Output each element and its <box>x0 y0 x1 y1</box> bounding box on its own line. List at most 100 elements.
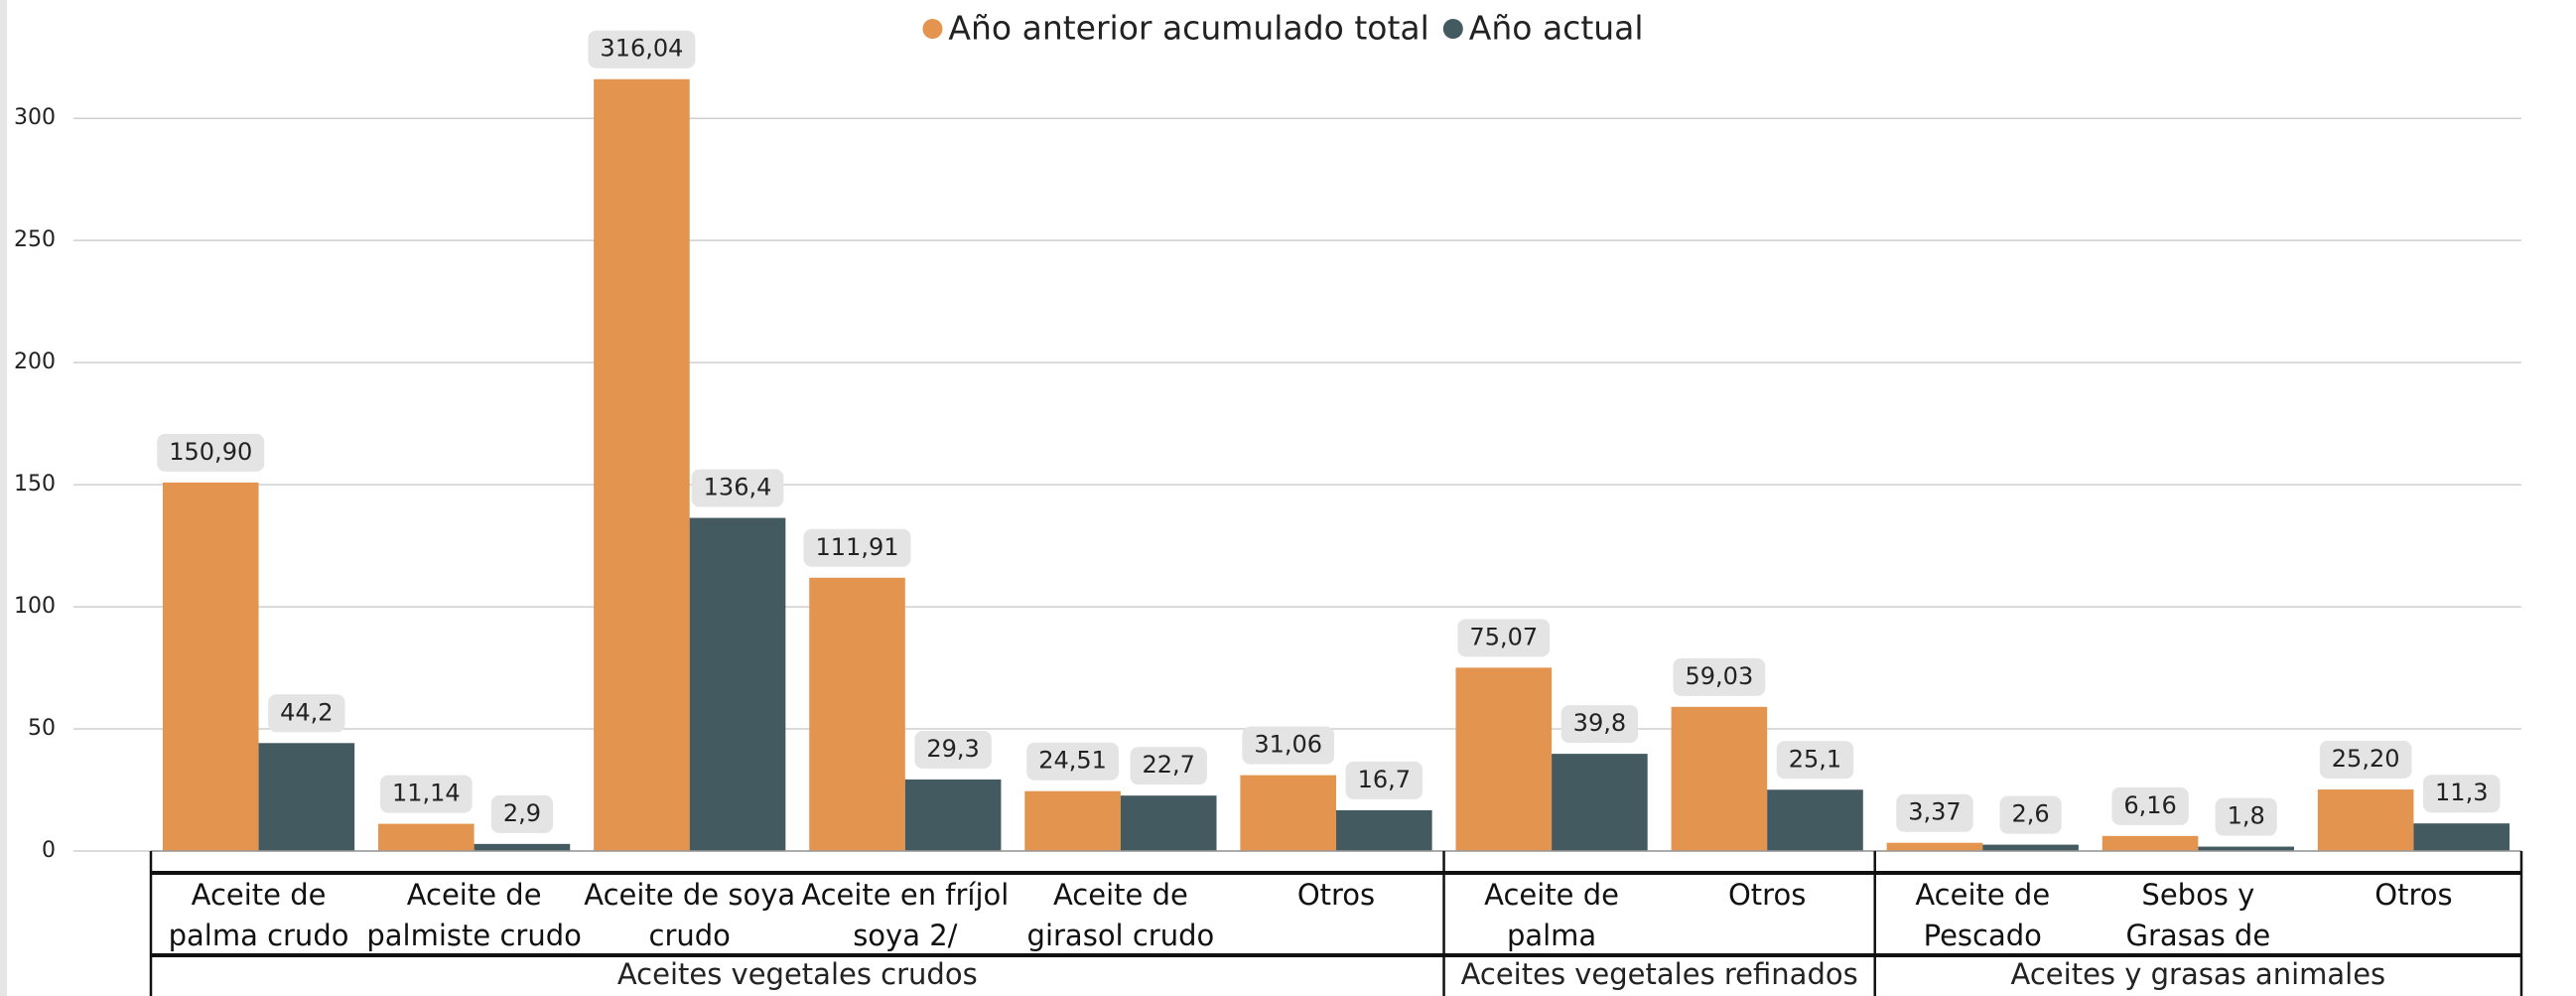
value-label-bg <box>2319 741 2412 780</box>
bar <box>162 482 259 851</box>
x-tick-label: Aceite de girasol crudo <box>1026 878 1215 952</box>
group-label: Aceites vegetales refinados <box>1461 957 1858 991</box>
value-label-bg <box>1896 793 1973 832</box>
value-label-bg <box>268 694 345 733</box>
value-label-bg <box>1999 795 2062 834</box>
value-label-text: 3,37 <box>1908 798 1961 826</box>
value-label: 25,1 <box>1776 741 1854 780</box>
value-label: 39,8 <box>1560 705 1639 744</box>
value-label: 25,20 <box>2319 741 2412 780</box>
x-tick-label: Aceite de Pescado <box>1915 878 2051 952</box>
value-label-text: 16,7 <box>1358 766 1411 793</box>
value-label-text: 59,03 <box>1686 662 1754 690</box>
bar <box>1982 844 2079 851</box>
y-tick-label: 200 <box>14 350 56 374</box>
legend-swatch <box>922 19 943 39</box>
value-label-text: 136,4 <box>704 474 772 501</box>
value-label: 136,4 <box>691 469 784 507</box>
value-label-text: 31,06 <box>1254 731 1322 759</box>
category-label-box: Aceite de palmiste crudo <box>366 878 582 952</box>
value-label: 111,91 <box>803 528 911 567</box>
value-label: 3,37 <box>1896 793 1973 832</box>
value-label: 29,3 <box>914 730 992 769</box>
group-label: Aceites vegetales crudos <box>617 957 978 991</box>
bar <box>2317 789 2414 851</box>
value-label-bg <box>803 528 911 567</box>
value-label: 11,3 <box>2423 775 2501 813</box>
value-label-text: 11,14 <box>392 780 461 807</box>
value-label-bg <box>2423 775 2501 813</box>
value-label: 31,06 <box>1242 726 1335 765</box>
value-label: 22,7 <box>1130 747 1207 785</box>
category-label-box: Aceite de palma refinado <box>1484 878 1619 952</box>
x-tick-label: Otros <box>1727 878 1807 912</box>
value-label: 2,6 <box>1999 795 2062 834</box>
value-label: 75,07 <box>1457 619 1551 657</box>
y-tick-label: 100 <box>14 594 56 619</box>
category-label-box: Aceite de palma crudo <box>169 878 349 952</box>
y-tick-label: 250 <box>14 227 56 252</box>
category-label-box: Aceite de soya crudo <box>584 878 795 952</box>
bar <box>1552 754 1648 851</box>
bar <box>1886 842 1983 851</box>
bar <box>594 78 690 851</box>
x-tick-label: Otros <box>2374 878 2453 912</box>
value-label-text: 6,16 <box>2123 791 2176 819</box>
value-label-bg <box>490 794 554 833</box>
left-strip <box>0 0 7 996</box>
legend: Año anterior acumulado total Año actual <box>922 9 1644 48</box>
category-label-box: Aceite de Pescado <box>1915 878 2051 952</box>
y-tick-label: 150 <box>14 472 56 497</box>
value-label-text: 25,1 <box>1789 745 1841 773</box>
legend-label: Año actual <box>1469 9 1644 48</box>
value-label-text: 75,07 <box>1469 623 1538 650</box>
bar <box>474 843 571 851</box>
value-label-text: 2,9 <box>503 799 541 827</box>
y-tick-label: 50 <box>28 716 56 741</box>
value-label-bg <box>914 730 992 769</box>
value-label-text: 2,6 <box>2011 800 2049 828</box>
bar <box>1455 667 1553 851</box>
value-label-text: 29,3 <box>926 735 979 763</box>
bar <box>904 779 1002 851</box>
value-label-bg <box>1776 741 1854 780</box>
value-label-bg <box>379 775 473 813</box>
value-label-text: 1,8 <box>2228 802 2265 830</box>
value-label-bg <box>1242 726 1335 765</box>
value-label-bg <box>1345 761 1424 799</box>
value-label-bg <box>1673 657 1766 696</box>
bar <box>689 517 786 851</box>
value-label: 6,16 <box>2111 786 2189 825</box>
category-label-box: Otros <box>1297 878 1375 912</box>
value-label: 59,03 <box>1673 657 1766 696</box>
category-label-box: Otros <box>1727 878 1807 912</box>
value-label-text: 150,90 <box>169 438 252 466</box>
value-label: 150,90 <box>157 433 265 472</box>
x-tick-label: Aceite de palmiste crudo <box>366 878 582 952</box>
bar <box>258 743 355 851</box>
bar <box>1024 790 1121 851</box>
legend-swatch <box>1442 19 1463 39</box>
y-tick-label: 300 <box>14 105 56 130</box>
x-tick-label: Aceite de palma refinado <box>1484 878 1619 952</box>
value-label: 24,51 <box>1026 742 1119 781</box>
value-label-text: 24,51 <box>1038 747 1107 775</box>
category-label-box: Aceite en fríjol soya 2/ <box>801 878 1010 952</box>
value-label-text: 44,2 <box>280 698 333 726</box>
x-tick-label: Aceite en fríjol soya 2/ <box>801 878 1010 952</box>
group-label: Aceites y grasas animales <box>2011 957 2386 991</box>
bar <box>1671 706 1768 851</box>
bar <box>378 823 475 851</box>
value-labels: 150,90 44,2 11,14 2,9 316,04 136,4 111,91 29,3 2… <box>157 30 2501 836</box>
value-label-bg <box>1560 705 1639 744</box>
value-label: 316,04 <box>588 30 696 69</box>
value-label: 44,2 <box>268 694 345 733</box>
y-tick-label: 0 <box>42 838 56 863</box>
value-label-bg <box>1026 742 1119 781</box>
value-label: 1,8 <box>2215 797 2277 836</box>
value-label-bg <box>2215 797 2277 836</box>
bar <box>2198 846 2294 851</box>
value-label-bg <box>588 30 696 69</box>
category-label-box: Aceite de girasol crudo <box>1026 878 1215 952</box>
